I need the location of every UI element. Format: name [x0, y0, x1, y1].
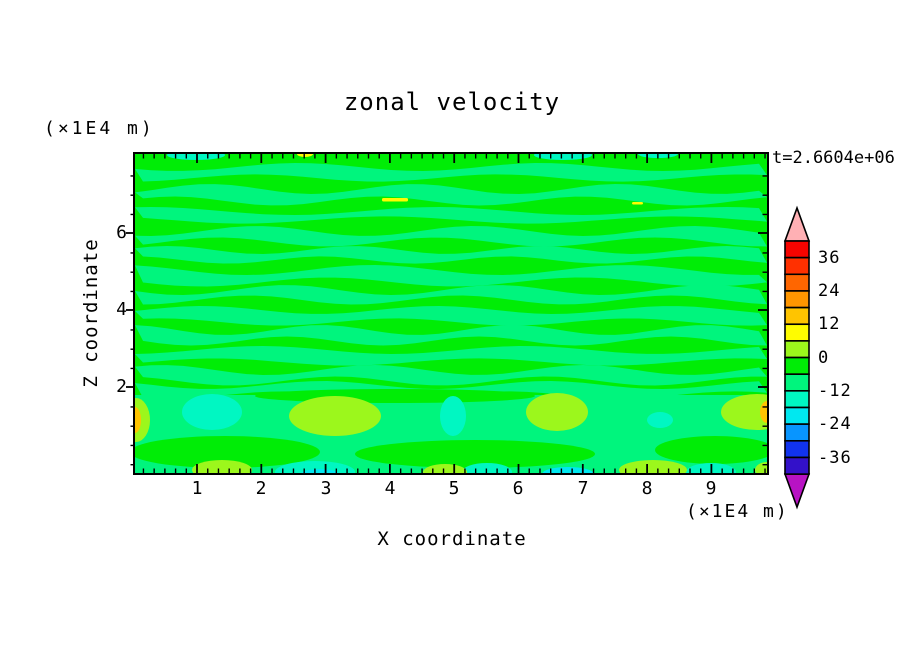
colorbar-tick-label: -12 [818, 381, 852, 401]
colorbar-segment [784, 240, 810, 259]
z-axis-unit-label: (×1E4 m) [44, 118, 155, 139]
colorbar-segment [784, 290, 810, 309]
colorbar-under-arrow [783, 473, 811, 510]
z-axis-left-ticks [126, 175, 135, 466]
x-tick-label: 9 [705, 478, 717, 499]
colorbar-segment [784, 340, 810, 359]
z-tick-label: 6 [116, 222, 127, 243]
green-gap [130, 436, 320, 468]
time-label: t=2.6604e+06 [772, 148, 895, 168]
stripe-band [135, 207, 767, 224]
colorbar-segment [784, 323, 810, 342]
colorbar-tick-label: 12 [818, 314, 841, 334]
x-tick-label: 8 [641, 478, 653, 499]
contour-field [122, 150, 793, 483]
contour-streak [632, 202, 643, 205]
colorbar-tick-label: 0 [818, 348, 830, 368]
colorbar-segment [784, 406, 810, 425]
stripe-band [135, 265, 767, 287]
colorbar-segment [784, 456, 810, 475]
colorbar-segment [784, 390, 810, 409]
stripe-band [135, 226, 767, 247]
stripe-band [135, 163, 767, 182]
stripe-band [135, 346, 767, 366]
colorbar-tick-label: 24 [818, 281, 841, 301]
colorbar-segment [784, 273, 810, 292]
colorbar-segment [784, 256, 810, 276]
colorbar-tick-label: -36 [818, 448, 852, 468]
x-tick-label: 7 [577, 478, 589, 499]
green-gap [655, 436, 775, 464]
contour-blob-aqua [182, 394, 242, 430]
chart-title: zonal velocity [343, 88, 561, 116]
green-gap [255, 389, 535, 403]
contour-blob-aqua [647, 412, 673, 428]
colorbar [783, 205, 811, 510]
stripe-band [135, 365, 767, 386]
colorbar-tick-label: -24 [818, 414, 852, 434]
colorbar-segment [784, 356, 810, 376]
x-tick-label: 2 [255, 478, 267, 499]
x-tick-label: 1 [191, 478, 203, 499]
x-tick-label: 3 [320, 478, 332, 499]
x-axis-unit-label: (×1E4 m) [686, 501, 789, 522]
contour-streak [382, 198, 408, 202]
colorbar-segment [784, 306, 810, 326]
contour-blob-chart [526, 393, 588, 431]
z-tick-label: 2 [116, 376, 127, 397]
stripe-band [135, 306, 767, 326]
colorbar-tick-label: 36 [818, 248, 841, 268]
colorbar-segment [784, 440, 810, 459]
x-axis-title: X coordinate [377, 528, 527, 550]
green-gap [355, 440, 595, 468]
z-tick-label: 4 [116, 299, 127, 320]
plot-area [122, 150, 793, 483]
stripe-band [135, 285, 767, 305]
colorbar-segment [784, 423, 810, 442]
contour-blob-chart [289, 396, 381, 436]
colorbar-segment [784, 373, 810, 392]
contour-blob-aqua [440, 396, 466, 436]
stripe-band [135, 246, 767, 264]
x-tick-label: 4 [384, 478, 396, 499]
x-tick-label: 5 [448, 478, 460, 499]
x-tick-label: 6 [512, 478, 524, 499]
stripe-band [135, 184, 767, 206]
colorbar-over-arrow [783, 205, 811, 242]
stripe-band [135, 325, 767, 346]
